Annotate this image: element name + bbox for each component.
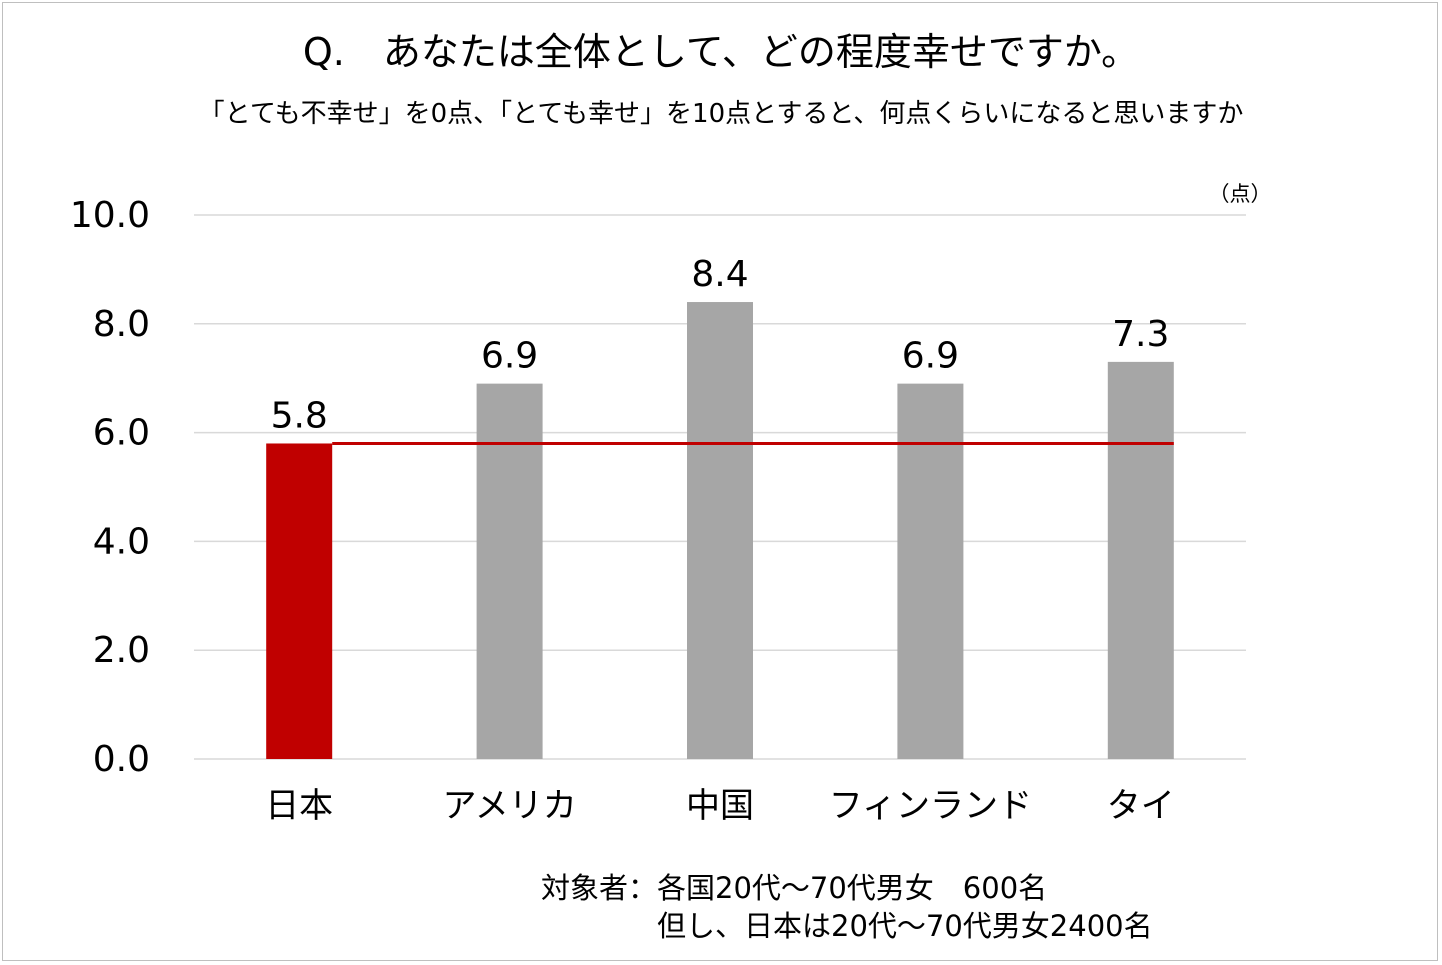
x-tick-label-1: アメリカ [442,786,576,826]
y-unit-label: （点） [1208,182,1272,206]
bars [266,302,1174,759]
data-label-0: 5.8 [271,395,328,436]
bar-0 [266,443,333,759]
chart-title: Q. あなたは全体として、どの程度幸せですか。 [302,30,1140,74]
data-labels: 5.8 6.9 8.4 6.9 7.3 [271,254,1170,436]
bar-1 [476,383,543,759]
chart-subtitle: 「とても不幸せ」を0点、「とても幸せ」を10点とすると、何点くらいになると思いま… [198,99,1244,129]
y-tick-label: 8.0 [93,304,150,345]
bar-4 [1107,361,1174,759]
data-label-3: 6.9 [902,336,959,377]
x-tick-label-4: タイ [1107,786,1175,826]
bar-2 [687,302,753,759]
data-label-1: 6.9 [481,336,538,377]
x-tick-label-0: 日本 [265,786,333,826]
x-tick-label-3: フィンランド [829,786,1032,826]
sample-note-line-2: 但し、日本は20代～70代男女2400名 [657,909,1153,943]
y-tick-label: 0.0 [93,739,150,780]
y-axis-tick-labels: 0.0 2.0 4.0 6.0 8.0 10.0 [70,195,150,780]
y-tick-label: 2.0 [93,630,150,671]
y-tick-label: 10.0 [70,195,150,236]
sample-note-line-1: 対象者：各国20代～70代男女 600名 [541,871,1048,905]
bar-3 [897,383,964,759]
x-axis-tick-labels: 日本 アメリカ 中国 フィンランド タイ [265,786,1175,826]
data-label-4: 7.3 [1112,314,1169,355]
data-label-2: 8.4 [691,254,748,295]
x-tick-label-2: 中国 [686,786,754,826]
y-tick-label: 4.0 [93,521,150,562]
y-tick-label: 6.0 [93,413,150,454]
